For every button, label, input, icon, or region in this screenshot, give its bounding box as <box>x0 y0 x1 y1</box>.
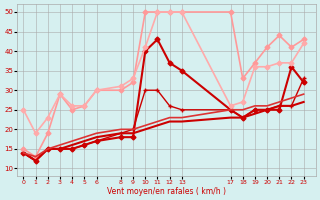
X-axis label: Vent moyen/en rafales ( km/h ): Vent moyen/en rafales ( km/h ) <box>107 187 226 196</box>
